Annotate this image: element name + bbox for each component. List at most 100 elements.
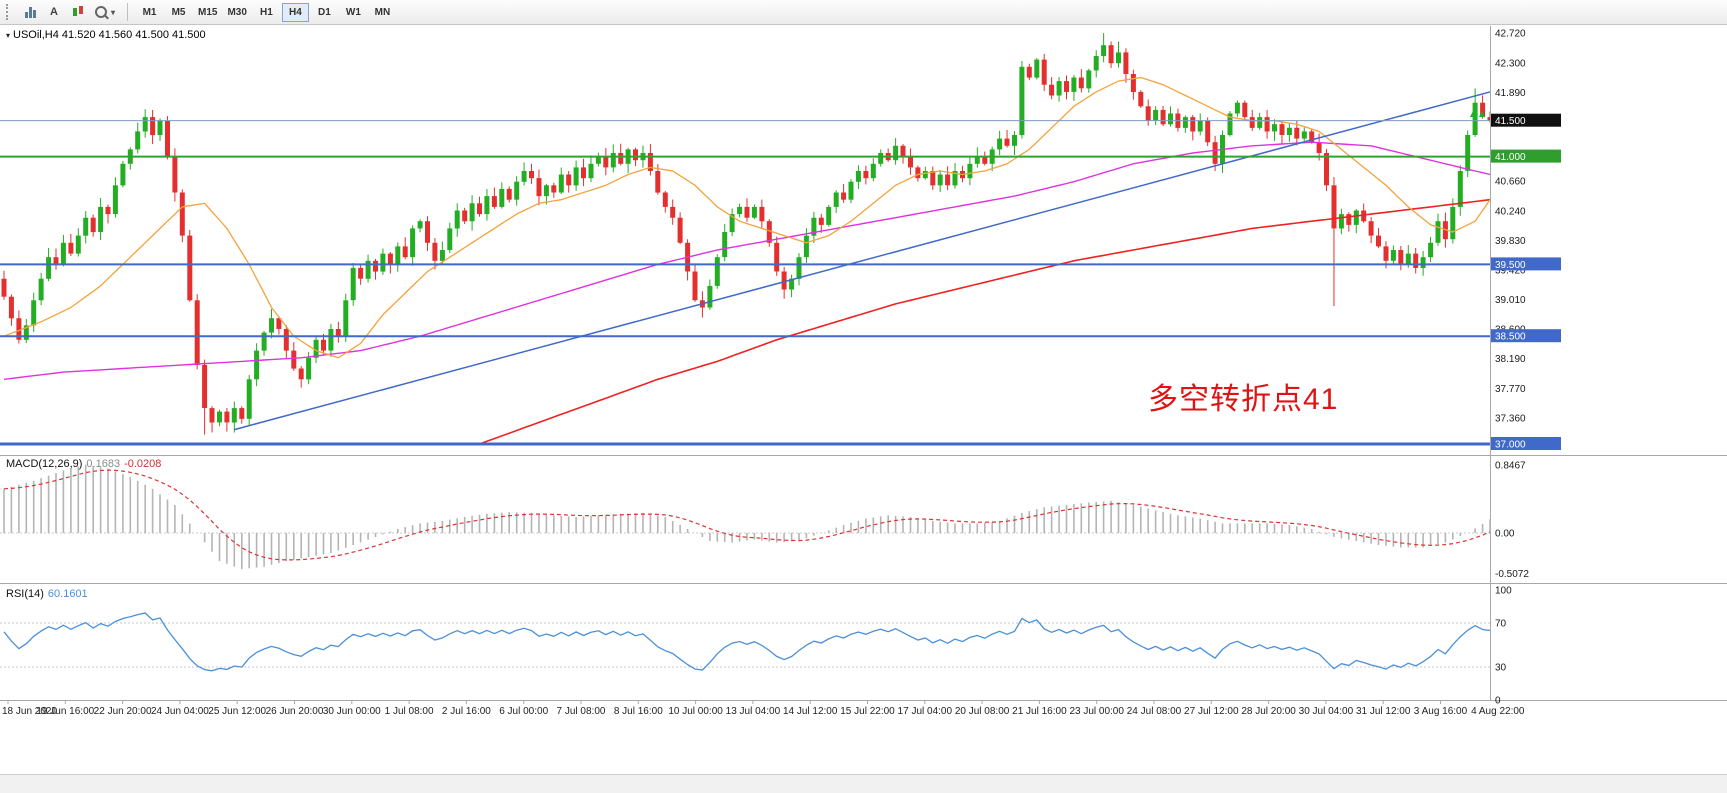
price-axis-label: 37.770 bbox=[1495, 384, 1526, 395]
timeframe-buttons: M1 M5 M15 M30 H1 H4 D1 W1 MN bbox=[135, 2, 397, 22]
price-level-box bbox=[1491, 257, 1561, 271]
rsi-axis-label: 70 bbox=[1495, 619, 1507, 630]
time-axis-label: 8 Jul 16:00 bbox=[614, 706, 663, 717]
time-axis-label: 21 Jul 16:00 bbox=[1012, 706, 1067, 717]
bar-chart-icon bbox=[24, 6, 36, 18]
rsi-axis-label: 30 bbox=[1495, 663, 1507, 674]
price-axis-label: 39.010 bbox=[1495, 295, 1526, 306]
macd-value: 0.1683 bbox=[86, 458, 121, 470]
price-level-box bbox=[1491, 149, 1561, 163]
timeframe-button-h1[interactable]: H1 bbox=[253, 3, 280, 22]
time-axis-label: 7 Jul 08:00 bbox=[557, 706, 606, 717]
rsi-title: RSI(14) bbox=[6, 588, 44, 600]
macd-label: MACD(12,26,9) 0.1683 -0.0208 bbox=[6, 458, 161, 470]
ma-fast-line bbox=[3, 76, 1491, 359]
time-axis-label: 14 Jul 12:00 bbox=[783, 706, 838, 717]
price-level-box bbox=[1491, 437, 1561, 450]
horizontal-price-lines[interactable] bbox=[0, 120, 1490, 446]
time-axis-label: 3 Aug 16:00 bbox=[1414, 706, 1468, 717]
price-level-box-label: 37.000 bbox=[1495, 440, 1526, 451]
symbol-caret-icon[interactable]: ▾ bbox=[6, 31, 11, 40]
rsi-value: 60.1601 bbox=[47, 588, 88, 600]
time-axis-label: 2 Jul 16:00 bbox=[442, 706, 491, 717]
ma-slow-line bbox=[479, 198, 1491, 445]
candlestick-icon bbox=[72, 5, 85, 19]
symbol-ohlc-text: USOil,H4 41.520 41.560 41.500 41.500 bbox=[13, 29, 206, 41]
price-level-box-label: 41.500 bbox=[1495, 116, 1526, 127]
rsi-line bbox=[3, 612, 1491, 672]
timeframe-button-m15[interactable]: M15 bbox=[194, 3, 221, 22]
candlestick-series bbox=[1, 33, 1493, 435]
macd-axis-label: 0.8467 bbox=[1495, 461, 1526, 472]
macd-panel bbox=[0, 464, 1491, 570]
time-axis-label: 1 Jul 08:00 bbox=[385, 706, 434, 717]
time-axis-label: 10 Jul 00:00 bbox=[668, 706, 723, 717]
price-axis-label: 42.720 bbox=[1495, 29, 1526, 40]
toolbar-separator bbox=[127, 3, 129, 21]
zoom-dropdown-button[interactable]: ▾ bbox=[91, 2, 119, 22]
time-axis-label: 6 Jul 00:00 bbox=[499, 706, 548, 717]
time-axis-label: 25 Jun 12:00 bbox=[208, 706, 266, 717]
time-axis-label: 30 Jun 00:00 bbox=[323, 706, 381, 717]
text-tool-button[interactable]: A bbox=[43, 2, 65, 22]
price-axis-label: 41.890 bbox=[1495, 88, 1526, 99]
timeframe-button-h4[interactable]: H4 bbox=[281, 2, 309, 22]
rsi-axis-label: 100 bbox=[1495, 586, 1512, 597]
time-axis-label: 26 Jun 20:00 bbox=[266, 706, 324, 717]
macd-axis-label: 0.00 bbox=[1495, 529, 1515, 540]
timeframe-button-d1[interactable]: D1 bbox=[311, 3, 338, 22]
timeframe-button-m5[interactable]: M5 bbox=[165, 3, 192, 22]
trendline[interactable] bbox=[234, 91, 1491, 431]
time-axis-label: 15 Jul 22:00 bbox=[840, 706, 895, 717]
ma-mid-line bbox=[3, 141, 1491, 380]
price-level-box-label: 38.500 bbox=[1495, 332, 1526, 343]
time-axis-label: 24 Jun 04:00 bbox=[151, 706, 209, 717]
time-axis-label: 13 Jul 04:00 bbox=[726, 706, 781, 717]
timeframe-button-m30[interactable]: M30 bbox=[223, 3, 250, 22]
time-axis-label: 27 Jul 12:00 bbox=[1184, 706, 1239, 717]
price-axis-label: 40.240 bbox=[1495, 207, 1526, 218]
price-axis: 42.720 42.300 41.890 40.660 40.240 39.830 39.4… bbox=[1491, 29, 1561, 707]
price-axis-label: 38.190 bbox=[1495, 354, 1526, 365]
price-axis-label: 40.660 bbox=[1495, 177, 1526, 188]
panel-separators bbox=[0, 26, 1727, 701]
price-axis-label: 37.360 bbox=[1495, 414, 1526, 425]
macd-title: MACD(12,26,9) bbox=[6, 458, 83, 470]
price-axis-label: 42.300 bbox=[1495, 59, 1526, 70]
macd-axis-label: -0.5072 bbox=[1495, 569, 1529, 580]
price-axis-label: 39.830 bbox=[1495, 236, 1526, 247]
time-axis-label: 4 Aug 22:00 bbox=[1471, 706, 1525, 717]
chart-annotation: 多空转折点41 bbox=[1148, 383, 1339, 416]
price-level-box-label: 41.000 bbox=[1495, 152, 1526, 163]
timeframe-button-w1[interactable]: W1 bbox=[340, 3, 367, 22]
tick-up-arrow bbox=[1479, 111, 1485, 117]
rsi-panel bbox=[0, 612, 1491, 672]
bar-chart-mode-button[interactable] bbox=[19, 2, 41, 22]
chevron-down-icon: ▾ bbox=[111, 7, 116, 17]
macd-signal-value: -0.0208 bbox=[124, 458, 162, 470]
status-bar bbox=[0, 774, 1727, 793]
candlestick-mode-button[interactable] bbox=[67, 2, 89, 22]
toolbar-handle[interactable] bbox=[6, 4, 12, 20]
time-axis-label: 17 Jul 04:00 bbox=[898, 706, 953, 717]
timeframe-button-mn[interactable]: MN bbox=[369, 3, 396, 22]
time-axis-label: 24 Jul 08:00 bbox=[1127, 706, 1182, 717]
time-axis-label: 18 Jun 2020 bbox=[2, 706, 57, 717]
rsi-label: RSI(14) 60.1601 bbox=[6, 588, 88, 600]
price-level-box bbox=[1491, 329, 1561, 343]
timeframe-button-m1[interactable]: M1 bbox=[136, 3, 163, 22]
symbol-ohlc-label: ▾ USOil,H4 41.520 41.560 41.500 41.500 bbox=[6, 29, 206, 41]
time-axis-label: 31 Jul 12:00 bbox=[1356, 706, 1411, 717]
chart-toolbar: A ▾ M1 M5 M15 M30 H1 H4 D1 W1 MN bbox=[0, 0, 1727, 25]
time-axis-label: 22 Jun 20:00 bbox=[94, 706, 152, 717]
macd-signal-line bbox=[3, 469, 1491, 561]
price-level-box-label: 39.500 bbox=[1495, 260, 1526, 271]
time-axis-label: 19 Jun 16:00 bbox=[36, 706, 94, 717]
zoom-icon bbox=[95, 6, 107, 18]
time-axis-label: 20 Jul 08:00 bbox=[955, 706, 1010, 717]
time-axis-label: 28 Jul 20:00 bbox=[1241, 706, 1296, 717]
price-axis-label: 39.420 bbox=[1495, 266, 1526, 277]
